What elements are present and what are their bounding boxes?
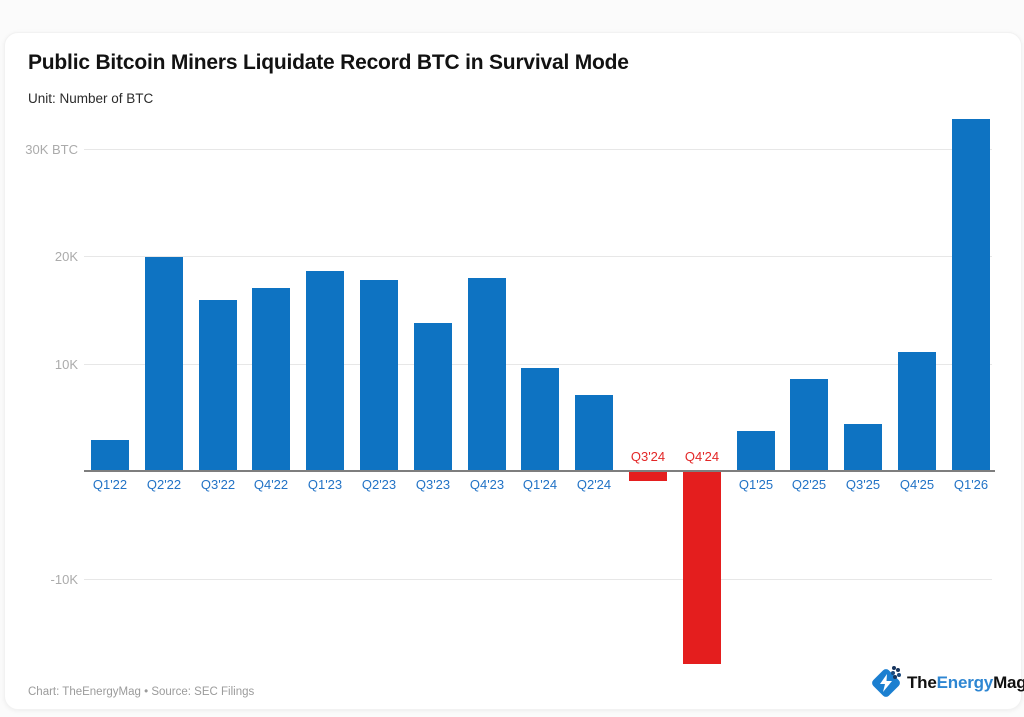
x-axis-label: Q4'23	[469, 477, 505, 492]
brand-logo: TheEnergyMag	[869, 664, 1024, 704]
bar-q4-23	[468, 277, 506, 471]
bar-q3-25	[844, 423, 882, 471]
gridline	[84, 579, 992, 580]
x-axis-label: Q1'26	[953, 477, 989, 492]
x-axis-label: Q1'25	[738, 477, 774, 492]
bar-q2-24	[575, 394, 613, 471]
y-tick-label: 10K	[54, 357, 78, 372]
bar-q3-22	[199, 300, 237, 471]
x-axis-label: Q2'22	[146, 477, 182, 492]
y-tick-label: -10K	[50, 572, 78, 587]
x-axis-label: Q3'25	[845, 477, 881, 492]
x-axis-label: Q2'25	[791, 477, 827, 492]
bar-q4-22	[252, 288, 290, 471]
brand-word-the: The	[907, 673, 937, 692]
gridline	[84, 364, 992, 365]
x-axis-label: Q2'24	[576, 477, 612, 492]
gridline	[84, 256, 992, 257]
bar-q1-22	[91, 439, 129, 471]
x-axis-label: Q4'24	[684, 449, 720, 464]
bar-q2-22	[145, 257, 183, 471]
y-tick-label: 20K	[54, 249, 78, 264]
x-axis-label: Q3'24	[630, 449, 666, 464]
brand-wordmark: TheEnergyMag	[907, 673, 1024, 694]
gridline	[84, 149, 992, 150]
bar-q3-23	[414, 322, 452, 471]
x-axis-label: Q4'22	[253, 477, 289, 492]
bar-q1-24	[521, 367, 559, 471]
bar-q2-23	[360, 279, 398, 471]
bar-q4-24	[683, 472, 721, 665]
brand-word-mag: Mag	[993, 673, 1024, 692]
bar-q4-25	[898, 351, 936, 471]
x-axis-label: Q1'23	[307, 477, 343, 492]
x-axis-label: Q3'22	[200, 477, 236, 492]
bar-q3-24	[629, 472, 667, 481]
source-credit: Chart: TheEnergyMag • Source: SEC Filing…	[28, 686, 255, 698]
x-axis-line	[84, 470, 995, 472]
chart-unit-label: Unit: Number of BTC	[28, 91, 154, 106]
chart-title: Public Bitcoin Miners Liquidate Record B…	[28, 51, 629, 74]
brand-word-energy: Energy	[936, 673, 994, 692]
bar-q2-25	[790, 378, 828, 471]
x-axis-label: Q1'22	[92, 477, 128, 492]
bar-q1-26	[952, 119, 990, 471]
spark-decoration	[892, 666, 896, 670]
x-axis-label: Q3'23	[415, 477, 451, 492]
y-tick-label: 30K BTC	[25, 142, 78, 157]
lightning-bolt-icon	[870, 666, 902, 699]
x-axis-label: Q1'24	[522, 477, 558, 492]
bar-q1-25	[737, 431, 775, 471]
x-axis-label: Q4'25	[899, 477, 935, 492]
bar-q1-23	[306, 271, 344, 471]
x-axis-label: Q2'23	[361, 477, 397, 492]
